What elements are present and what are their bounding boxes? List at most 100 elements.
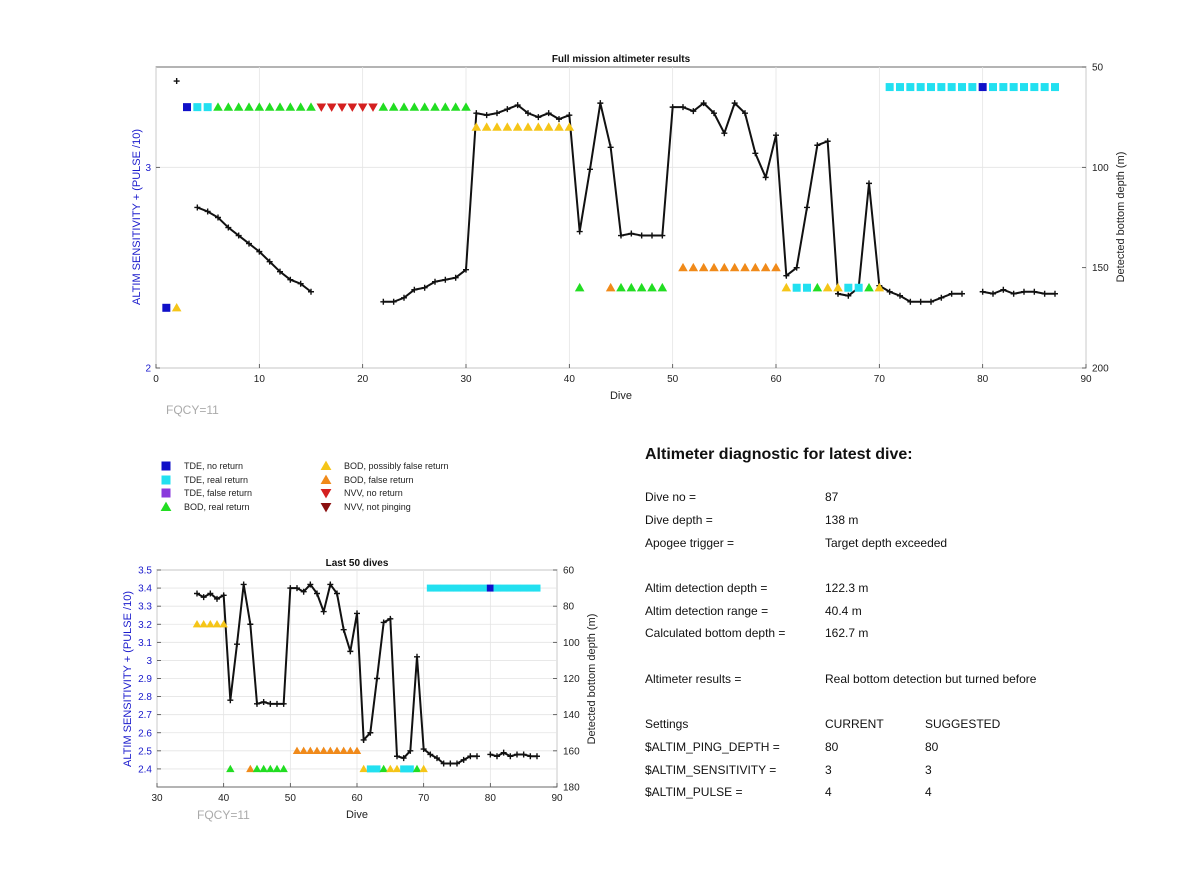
altimeter-marker (446, 584, 454, 592)
y-left-tick-label: 2.4 (138, 764, 152, 775)
depth-point (280, 700, 287, 707)
depth-point (1010, 290, 1017, 297)
depth-point (454, 760, 460, 767)
altimeter-marker (412, 764, 422, 773)
altimeter-marker (254, 102, 265, 111)
depth-point (804, 204, 810, 211)
legend-label: NVV, not pinging (344, 501, 411, 512)
altimeter-marker (400, 765, 408, 773)
depth-point (307, 581, 314, 588)
bottom-y-left-ticks: 2.4 2.5 2.6 2.7 2.8 2.9 3 3.1 3.2 3.3 3.4 3.5 (138, 566, 161, 775)
apogee-row: Apogee trigger = Target depth exceeded (645, 531, 1165, 554)
altimeter-marker (844, 283, 853, 292)
altimeter-marker (833, 282, 843, 292)
altimeter-marker (373, 765, 381, 773)
legend-marker (161, 475, 171, 484)
depth-point (525, 110, 531, 117)
depth-point (234, 641, 240, 648)
depth-point (773, 132, 779, 139)
altimeter-marker (740, 262, 750, 272)
depth-point (721, 130, 728, 137)
altimeter-marker (246, 764, 255, 773)
altimeter-marker (486, 584, 494, 592)
depth-point (452, 274, 459, 281)
altimeter-marker (520, 584, 528, 592)
x-tick-label: 30 (151, 793, 163, 804)
depth-point (267, 700, 274, 707)
altimeter-marker (219, 620, 228, 628)
altimeter-marker (526, 584, 534, 592)
altimeter-marker (347, 103, 358, 112)
depth-point (207, 590, 214, 597)
y-right-tick-label: 120 (563, 674, 580, 685)
depth-point (400, 755, 407, 762)
altimeter-marker (698, 262, 709, 272)
altimeter-marker (678, 262, 688, 272)
depth-point (287, 585, 294, 592)
x-tick-label: 70 (418, 793, 430, 804)
depth-point (566, 112, 573, 119)
top-bottom-depth-line (173, 78, 1058, 305)
depth-point (347, 648, 354, 655)
results-row: Altimeter results = Real bottom detection… (645, 668, 1165, 691)
altimeter-marker (406, 765, 414, 773)
depth-point (367, 729, 374, 736)
altimeter-marker (213, 102, 223, 111)
x-tick-label: 80 (977, 374, 989, 385)
altimeter-marker (506, 584, 514, 592)
depth-point (287, 276, 294, 283)
depth-point (440, 760, 447, 767)
depth-point (628, 230, 635, 237)
settings-label: Settings (645, 717, 689, 732)
depth-point (897, 292, 903, 299)
results-label: Altimeter results = (645, 671, 742, 686)
depth-point (434, 755, 440, 762)
depth-point (979, 288, 986, 295)
altimeter-marker (605, 282, 616, 292)
altimeter-marker (162, 303, 171, 312)
altimeter-marker (533, 584, 541, 592)
altimeter-marker (199, 620, 208, 628)
depth-point (173, 78, 180, 85)
diagnostic-title: Altimeter diagnostic for latest dive: (645, 446, 913, 463)
altimeter-marker (306, 746, 315, 754)
depth-point (354, 610, 360, 617)
altimeter-marker (359, 764, 368, 773)
bottom-y-right-label: Detected bottom depth (m) (586, 614, 598, 745)
depth-point (845, 292, 852, 299)
altimeter-marker (854, 283, 863, 292)
depth-point (597, 100, 604, 107)
altimeter-marker (312, 746, 322, 754)
altimeter-marker (874, 282, 885, 292)
legend-marker (160, 501, 172, 511)
legend-item: BOD, false return (320, 473, 414, 487)
altimeter-marker (502, 122, 513, 131)
depth-point (401, 294, 407, 301)
depth-point (783, 272, 790, 279)
legend-item: NVV, no return (320, 486, 403, 500)
pulse-row: $ALTIM_PULSE = 4 4 (645, 781, 1165, 804)
depth-point (1052, 290, 1058, 297)
legend-label: NVV, no return (344, 488, 403, 498)
dive-depth-value: 138 m (825, 513, 859, 528)
depth-point (411, 286, 418, 293)
y-right-tick-label: 50 (1092, 63, 1104, 74)
altimeter-marker (326, 746, 335, 754)
depth-point (576, 228, 583, 235)
y-right-tick-label: 80 (563, 602, 575, 613)
depth-point (520, 751, 527, 758)
legend-marker (320, 460, 332, 471)
depth-point (463, 266, 469, 273)
altimeter-marker (259, 764, 268, 773)
depth-point (277, 268, 283, 275)
altimeter-marker (771, 262, 781, 272)
x-tick-label: 30 (460, 374, 472, 385)
x-tick-label: 50 (285, 793, 297, 804)
bottom-y-left-label: ALTIM SENSITIVITY + (PULSE /10) (122, 591, 134, 767)
altimeter-marker (440, 584, 448, 592)
depth-point (260, 699, 267, 706)
altimeter-marker (453, 584, 461, 592)
depth-point (320, 608, 327, 615)
depth-point (374, 675, 380, 682)
depth-point (959, 290, 965, 297)
